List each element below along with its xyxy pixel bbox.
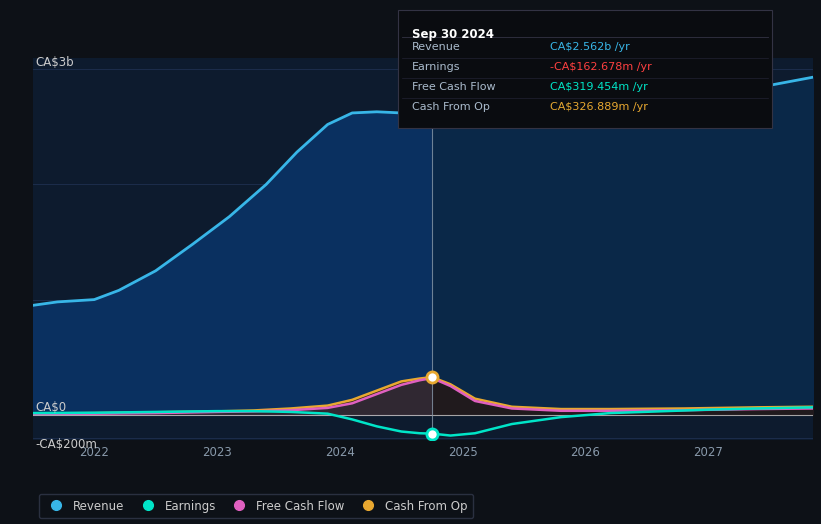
Text: CA$3b: CA$3b: [35, 56, 74, 69]
Text: CA$319.454m /yr: CA$319.454m /yr: [550, 82, 648, 92]
Text: Revenue: Revenue: [412, 42, 461, 52]
Text: CA$326.889m /yr: CA$326.889m /yr: [550, 102, 648, 112]
Text: Earnings: Earnings: [412, 62, 461, 72]
Text: CA$2.562b /yr: CA$2.562b /yr: [550, 42, 630, 52]
Text: Sep 30 2024: Sep 30 2024: [412, 28, 494, 41]
Text: CA$0: CA$0: [35, 401, 67, 413]
Text: -CA$162.678m /yr: -CA$162.678m /yr: [550, 62, 652, 72]
Text: Free Cash Flow: Free Cash Flow: [412, 82, 496, 92]
Legend: Revenue, Earnings, Free Cash Flow, Cash From Op: Revenue, Earnings, Free Cash Flow, Cash …: [39, 494, 473, 518]
Text: Cash From Op: Cash From Op: [412, 102, 490, 112]
Text: Past: Past: [403, 73, 428, 86]
Text: Analysts Forecasts: Analysts Forecasts: [436, 73, 546, 86]
Text: -CA$200m: -CA$200m: [35, 439, 97, 452]
